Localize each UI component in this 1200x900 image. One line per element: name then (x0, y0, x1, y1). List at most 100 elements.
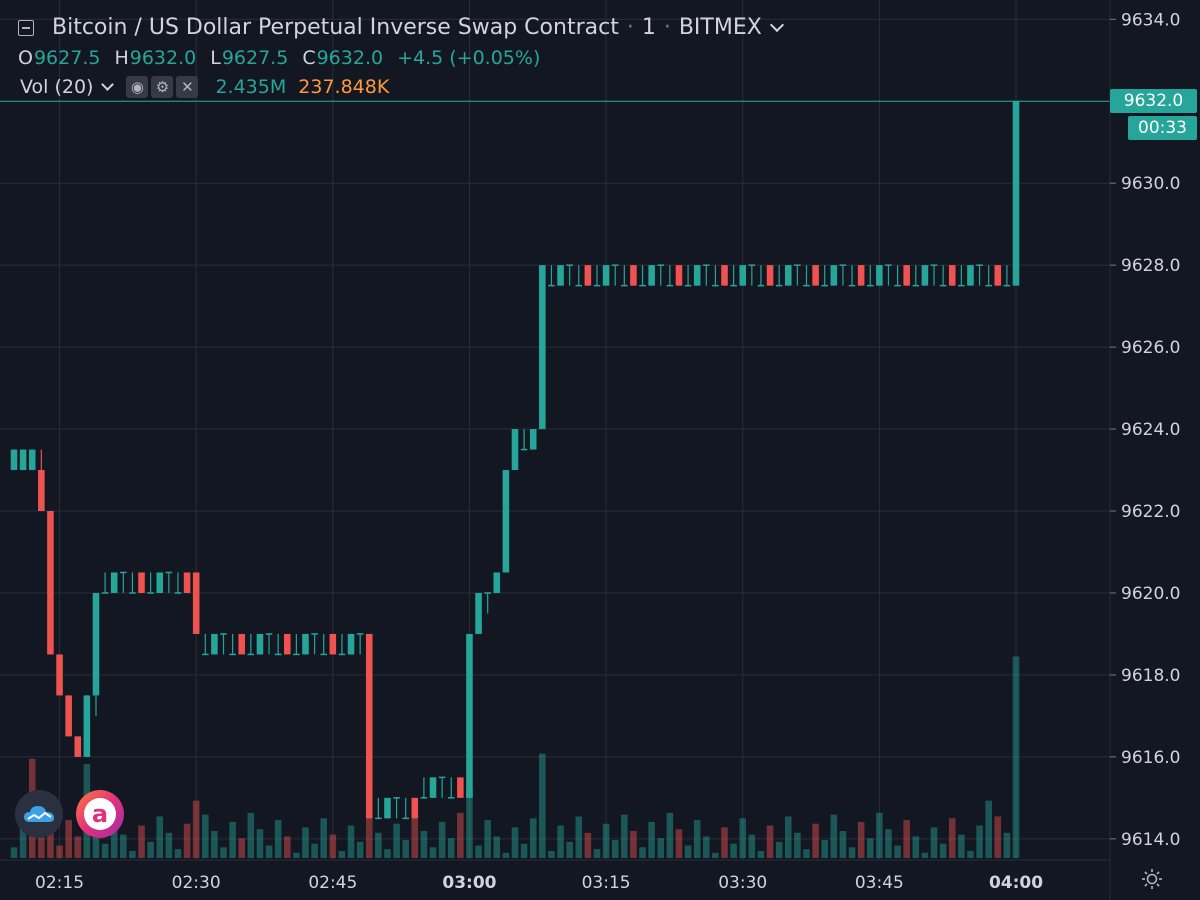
candle-body (511, 429, 519, 471)
candle-body (994, 265, 1002, 286)
x-tick-label: 02:45 (308, 873, 357, 893)
candle-body (302, 633, 309, 655)
high-label: H (114, 47, 129, 69)
candle-body (365, 633, 373, 819)
volume-bar (493, 836, 501, 858)
candle-body (110, 572, 118, 593)
volume-bar (329, 834, 337, 858)
volume-bar (866, 838, 874, 858)
volume-bar (830, 814, 838, 858)
volume-bar (784, 816, 792, 858)
x-tick-label: 02:30 (172, 873, 221, 893)
candle-body (457, 777, 464, 798)
chevron-down-icon[interactable] (769, 17, 784, 33)
volume-bar (693, 820, 701, 858)
volume-bar (948, 818, 956, 858)
candle-body (693, 265, 701, 286)
candle-body (65, 695, 72, 737)
volume-bar (775, 841, 783, 858)
volume-bar (429, 847, 437, 858)
candle-body (502, 470, 510, 573)
gear-icon[interactable]: ⚙ (151, 76, 174, 98)
candle-body (948, 265, 956, 286)
exchange-label[interactable]: BITMEX (678, 15, 762, 40)
volume-bar (174, 849, 182, 858)
volume-bar (703, 836, 710, 858)
ohlc-values: O 9627.5 H 9632.0 L 9627.5 C 9632.0 +4.5… (18, 44, 782, 72)
candle-body (830, 265, 838, 286)
volume-bar (602, 823, 610, 858)
volume-bar (684, 845, 692, 858)
symbol-title[interactable]: Bitcoin / US Dollar Perpetual Inverse Sw… (52, 15, 619, 40)
volume-bar (757, 850, 765, 858)
candle-body (238, 633, 246, 655)
volume-bar (466, 790, 473, 858)
volume-bar (56, 845, 63, 858)
volume-bar (156, 816, 164, 858)
close-label: C (302, 47, 316, 69)
volume-bar (857, 821, 865, 858)
volume-bar (812, 823, 819, 858)
volume-bar (639, 847, 646, 858)
y-tick-label: 9624.0 (1121, 420, 1180, 440)
volume-bar (265, 845, 273, 858)
volume-bar (894, 845, 901, 858)
low-label: L (210, 47, 221, 69)
volume-bar (47, 829, 54, 858)
close-icon[interactable]: ✕ (176, 76, 199, 98)
candle-body (630, 265, 637, 286)
volume-bar (110, 818, 118, 858)
volume-bar (930, 827, 938, 858)
volume-bar (921, 852, 929, 858)
volume-bar (967, 850, 974, 858)
y-tick-label: 9630.0 (1121, 174, 1180, 194)
volume-bar (502, 852, 510, 858)
x-tick-label: 03:30 (718, 873, 767, 893)
volume-bar (283, 836, 291, 858)
y-tick-label: 9618.0 (1121, 666, 1180, 686)
interval-label[interactable]: 1 (641, 15, 656, 40)
chevron-down-icon[interactable] (101, 77, 115, 91)
collapse-legend-icon[interactable] (18, 20, 34, 36)
sun-settings-icon[interactable] (1141, 868, 1163, 890)
volume-bar (129, 850, 136, 858)
eye-icon[interactable]: ◉ (126, 76, 149, 98)
candle-body (156, 572, 164, 593)
volume-bar (976, 825, 983, 858)
volume-bar (566, 841, 573, 858)
volume-bar (211, 830, 218, 858)
candle-body (529, 429, 537, 450)
x-tick-label: 04:00 (989, 873, 1043, 893)
volume-label[interactable]: Vol (20) (20, 76, 94, 98)
volume-bar (721, 827, 728, 858)
y-tick-label: 9634.0 (1121, 10, 1180, 30)
volume-bar (794, 832, 801, 858)
volume-bar (666, 812, 674, 858)
candle-body (1012, 101, 1020, 286)
volume-bar (92, 827, 100, 858)
volume-bar (65, 820, 72, 858)
volume-bar (821, 840, 828, 858)
candle-body (183, 572, 191, 593)
candle-body (384, 797, 391, 819)
candle-body (47, 511, 54, 655)
volume-bar (402, 840, 409, 858)
volume-bar (101, 843, 109, 858)
volume-ma-value: 237.848K (298, 76, 390, 98)
volume-bar (120, 834, 127, 858)
volume-bar (1012, 656, 1020, 858)
volume-bar (657, 838, 665, 858)
time-axis[interactable]: 02:15 02:30 02:45 03:00 03:15 03:30 03:45 04:00 (35, 873, 1043, 893)
volume-bar (293, 852, 300, 858)
candle-body (475, 592, 482, 634)
volume-legend: Vol (20) ◉ ⚙ ✕ 2.435M 237.848K (20, 76, 389, 98)
open-value: 9627.5 (33, 47, 101, 69)
candle-body (192, 572, 200, 634)
x-tick-label: 02:15 (35, 873, 84, 893)
candle-body (812, 265, 819, 286)
volume-bar (1003, 832, 1011, 858)
volume-bar (438, 821, 446, 858)
volume-bar (712, 852, 719, 858)
y-tick-label: 9616.0 (1121, 748, 1180, 768)
